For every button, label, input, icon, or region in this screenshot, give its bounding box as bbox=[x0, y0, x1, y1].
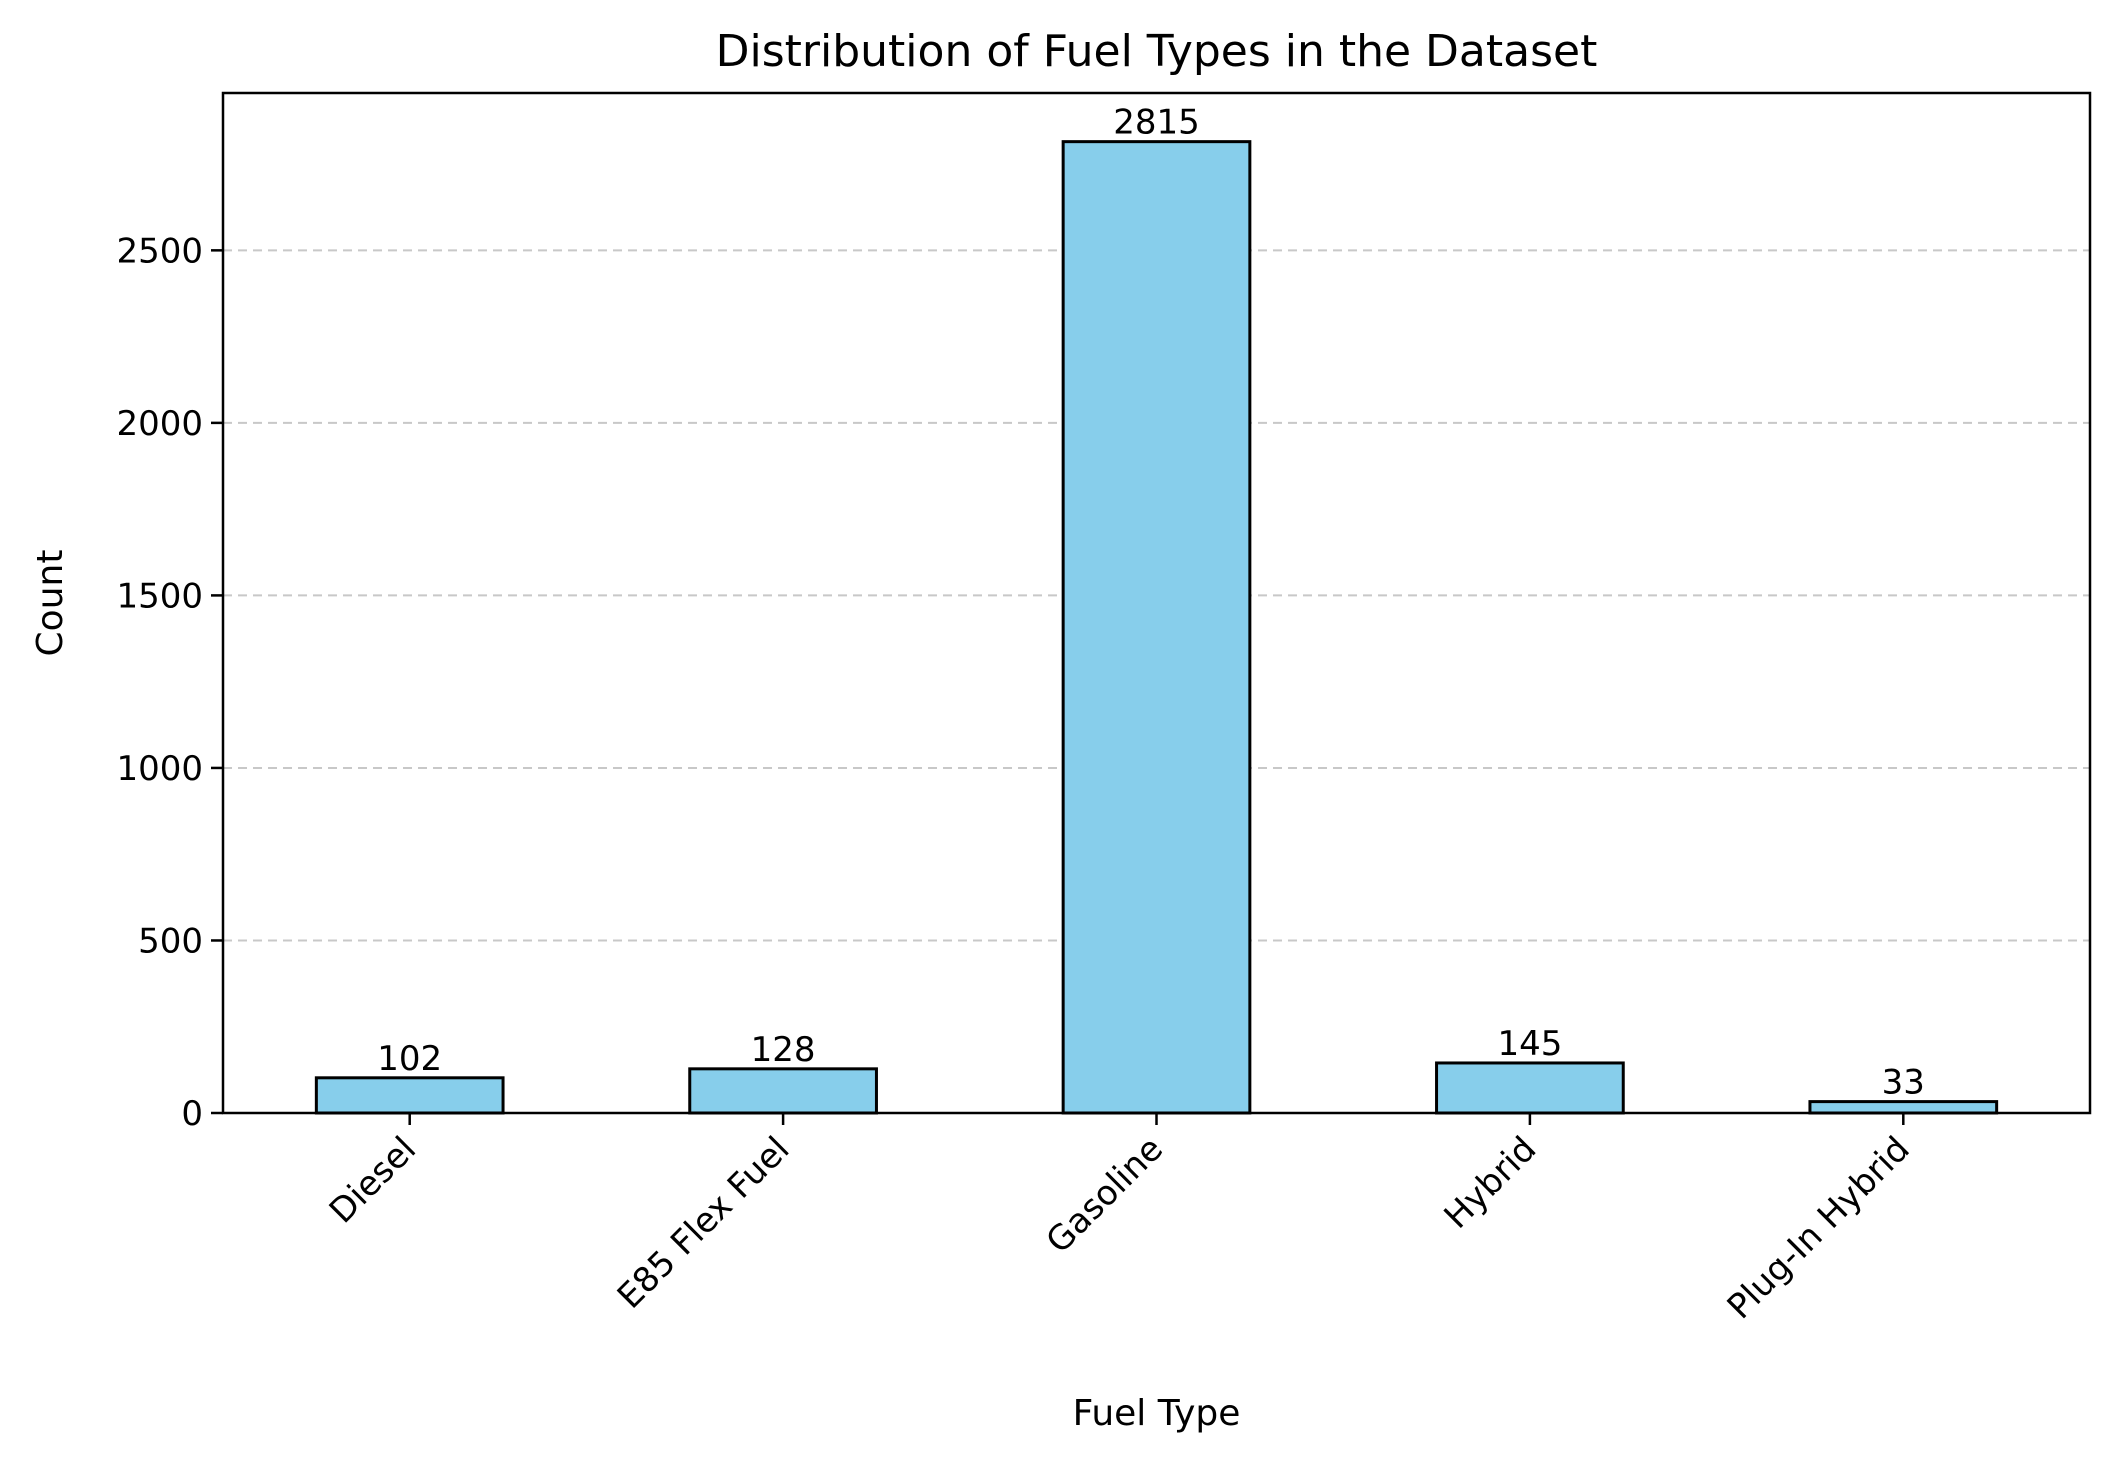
y-tick-label: 2000 bbox=[116, 404, 203, 444]
x-axis-label: Fuel Type bbox=[1073, 1393, 1241, 1434]
x-tick-label: Diesel bbox=[322, 1129, 424, 1231]
y-tick-label: 1000 bbox=[116, 749, 203, 789]
data-label: 145 bbox=[1497, 1024, 1562, 1064]
bar-diesel bbox=[314, 1076, 505, 1115]
data-label: 128 bbox=[751, 1030, 816, 1070]
x-tick-label: E85 Flex Fuel bbox=[610, 1129, 798, 1317]
bar-e85-flex-fuel bbox=[688, 1067, 878, 1115]
data-labels: 102 128 2815 145 33 bbox=[377, 103, 1925, 1103]
data-label: 2815 bbox=[1113, 103, 1200, 143]
x-tick-label: Plug-In Hybrid bbox=[1720, 1129, 1918, 1327]
data-label: 102 bbox=[377, 1039, 442, 1079]
chart-title: Distribution of Fuel Types in the Datase… bbox=[716, 26, 1598, 77]
y-tick-label: 1500 bbox=[116, 576, 203, 616]
bar-plug-in-hybrid bbox=[1808, 1100, 1999, 1115]
x-tick-label: Hybrid bbox=[1437, 1129, 1545, 1237]
x-tick-label: Gasoline bbox=[1039, 1129, 1171, 1261]
bar-hybrid bbox=[1435, 1061, 1625, 1115]
x-axis-ticks: Diesel E85 Flex Fuel Gasoline Hybrid Plug-In… bbox=[322, 1113, 1918, 1327]
bar-gasoline bbox=[1061, 140, 1252, 1115]
y-axis-ticks: 0 500 1000 1500 2000 2500 bbox=[116, 231, 223, 1134]
y-tick-label: 500 bbox=[138, 921, 203, 961]
y-tick-label: 0 bbox=[181, 1094, 203, 1134]
y-axis-label: Count bbox=[30, 550, 71, 657]
data-label: 33 bbox=[1882, 1063, 1925, 1103]
bars bbox=[314, 140, 1999, 1115]
y-tick-label: 2500 bbox=[116, 231, 203, 271]
